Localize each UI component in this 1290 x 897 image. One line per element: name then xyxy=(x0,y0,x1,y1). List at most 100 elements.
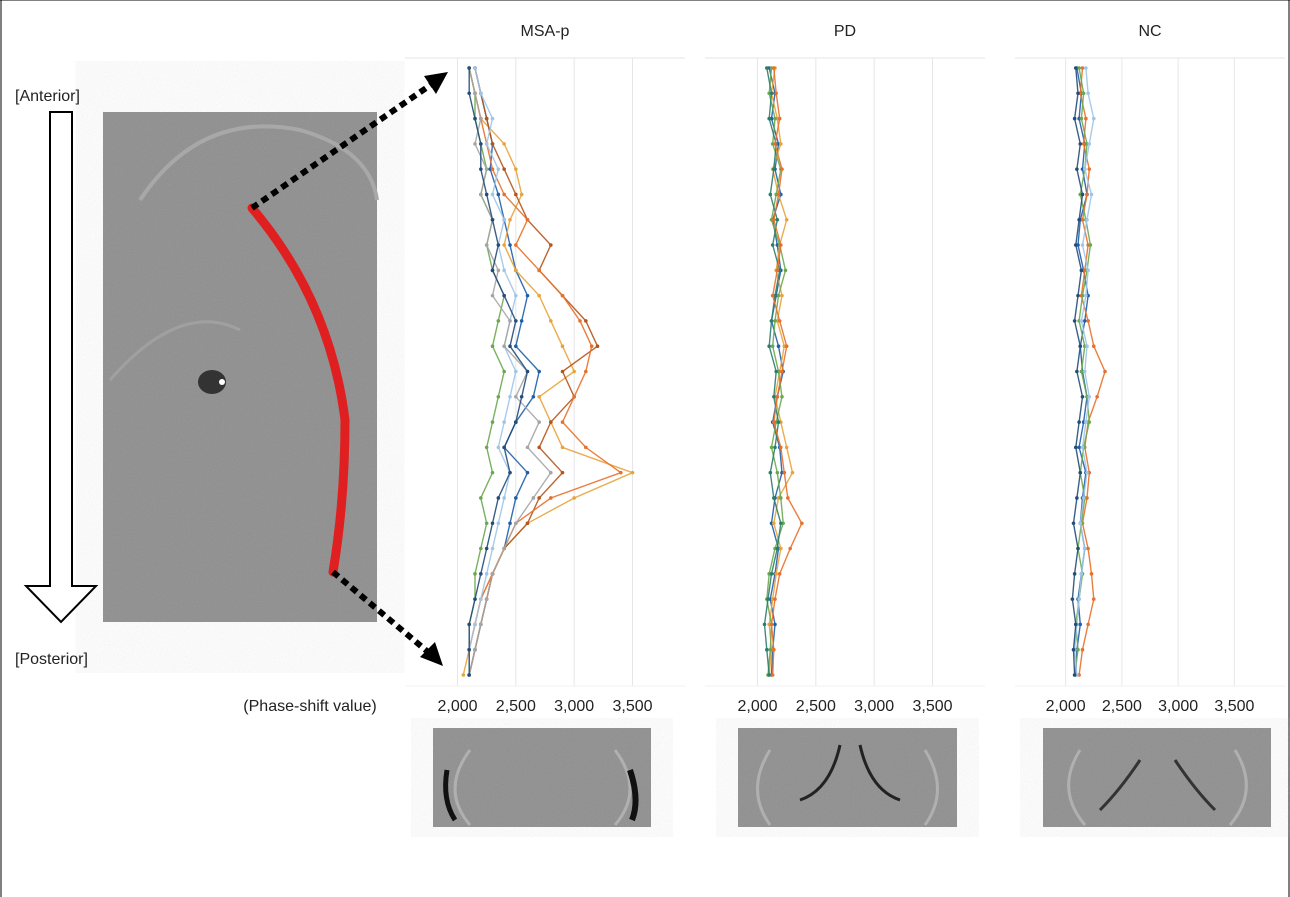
profile-point xyxy=(514,294,518,298)
figure: [Anterior] [Posterior] MSA-p2,0002,5003,… xyxy=(0,0,1290,897)
profile-point xyxy=(1087,395,1091,399)
profile-line xyxy=(469,68,527,675)
profile-point xyxy=(1077,446,1081,450)
profile-point xyxy=(773,117,777,121)
profile-point xyxy=(479,572,483,576)
profile-point xyxy=(1073,117,1077,121)
profile-point xyxy=(766,597,770,601)
profile-point xyxy=(778,572,782,576)
panel-title: NC xyxy=(1138,23,1161,40)
profile-point xyxy=(1083,547,1087,551)
profile-point xyxy=(1080,117,1084,121)
x-tick-label: 3,000 xyxy=(554,698,594,715)
profile-point xyxy=(1082,496,1086,500)
profile-point xyxy=(776,547,780,551)
profile-point xyxy=(526,370,530,374)
profile-point xyxy=(779,243,783,247)
profile-point xyxy=(508,218,512,222)
profile-point xyxy=(537,294,541,298)
profile-point xyxy=(779,142,783,146)
profile-point xyxy=(1080,572,1084,576)
profile-point xyxy=(561,420,565,424)
profile-point xyxy=(473,572,477,576)
profile-point xyxy=(773,597,777,601)
profile-point xyxy=(473,117,477,121)
profile-point xyxy=(497,395,501,399)
profile-point xyxy=(631,471,635,475)
profile-point xyxy=(526,218,530,222)
profile-point xyxy=(785,218,789,222)
profile-point xyxy=(1085,193,1089,197)
profile-point xyxy=(772,496,776,500)
profile-point xyxy=(1074,66,1078,70)
profile-point xyxy=(1083,319,1087,323)
profile-point xyxy=(770,91,774,95)
profile-point xyxy=(491,142,495,146)
x-tick-label: 2,500 xyxy=(496,698,536,715)
profile-point xyxy=(479,547,483,551)
profile-point xyxy=(502,344,506,348)
profile-point xyxy=(1078,344,1082,348)
profile-point xyxy=(485,193,489,197)
profile-point xyxy=(772,648,776,652)
profile-point xyxy=(491,521,495,525)
profile-point xyxy=(769,648,773,652)
profile-point xyxy=(467,623,471,627)
profile-point xyxy=(473,648,477,652)
profile-point xyxy=(508,521,512,525)
profile-point xyxy=(783,471,787,475)
profile-point xyxy=(572,370,576,374)
profile-point xyxy=(502,243,506,247)
x-tick-label: 2,000 xyxy=(737,698,777,715)
profile-point xyxy=(485,167,489,171)
profile-point xyxy=(1083,370,1087,374)
profile-point xyxy=(514,243,518,247)
profile-point xyxy=(479,496,483,500)
profile-point xyxy=(777,344,781,348)
profile-point xyxy=(780,294,784,298)
profile-point xyxy=(765,648,769,652)
profile-point xyxy=(779,446,783,450)
profile-point xyxy=(485,142,489,146)
profile-point xyxy=(473,66,477,70)
profile-point xyxy=(1075,496,1079,500)
profile-point xyxy=(785,446,789,450)
profile-point xyxy=(497,496,501,500)
profile-point xyxy=(1084,420,1088,424)
profile-point xyxy=(502,218,506,222)
profile-point xyxy=(1085,218,1089,222)
profile-point xyxy=(1095,395,1099,399)
profile-point xyxy=(1084,66,1088,70)
profile-point xyxy=(773,446,777,450)
profile-point xyxy=(1084,294,1088,298)
profile-point xyxy=(773,319,777,323)
profile-point xyxy=(462,673,466,677)
profile-point xyxy=(467,91,471,95)
profile-point xyxy=(485,117,489,121)
profile-point xyxy=(1081,395,1085,399)
profile-point xyxy=(1078,521,1082,525)
profile-line xyxy=(469,68,621,675)
profile-point xyxy=(497,521,501,525)
profile-point xyxy=(1083,167,1087,171)
profile-point xyxy=(1074,623,1078,627)
profile-point xyxy=(491,167,495,171)
x-tick-label: 3,500 xyxy=(612,698,652,715)
profile-point xyxy=(497,319,501,323)
profile-point xyxy=(776,471,780,475)
profile-point xyxy=(777,420,781,424)
profile-point xyxy=(491,294,495,298)
profile-point xyxy=(1092,597,1096,601)
profile-point xyxy=(491,218,495,222)
profile-point xyxy=(526,294,530,298)
profile-point xyxy=(774,91,778,95)
profile-point xyxy=(514,496,518,500)
profile-point xyxy=(1082,91,1086,95)
profile-point xyxy=(777,294,781,298)
profile-point xyxy=(771,673,775,677)
profile-point xyxy=(520,319,524,323)
profile-point xyxy=(508,319,512,323)
profile-point xyxy=(800,521,804,525)
profile-point xyxy=(561,446,565,450)
profile-point xyxy=(485,243,489,247)
